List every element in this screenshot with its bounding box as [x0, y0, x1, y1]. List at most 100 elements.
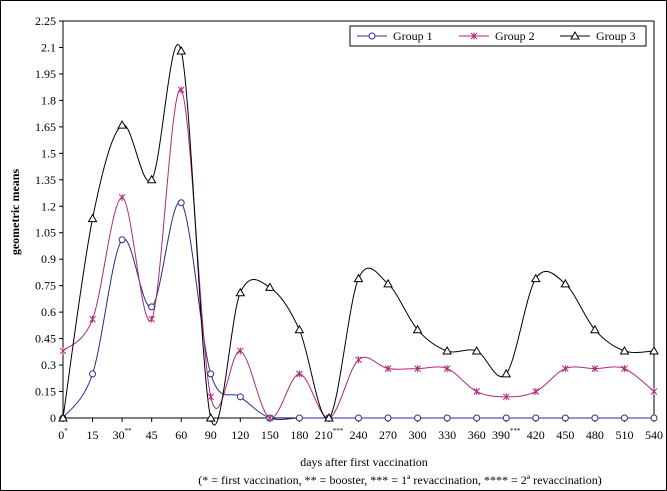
x-tick-label: 330 [438, 428, 456, 442]
y-tick-label: 0.15 [35, 385, 56, 399]
data-point-group-3 [560, 278, 571, 288]
x-axis-note: (* = first vaccination, ** = booster, **… [198, 473, 601, 487]
y-axis-label: geometric means [8, 169, 22, 256]
data-point-group-1 [502, 414, 510, 422]
legend-marker-group-2 [470, 32, 478, 40]
data-point-group-1 [177, 199, 185, 207]
data-point-group-1 [650, 414, 658, 422]
data-point-group-1 [236, 393, 244, 401]
data-point-group-2 [650, 388, 658, 396]
x-tick-label: 360 [468, 428, 486, 442]
data-point-group-3 [235, 287, 246, 297]
data-point-group-1 [620, 414, 628, 422]
data-point-group-3 [471, 345, 482, 355]
x-tick-label: 540 [645, 428, 663, 442]
legend-label-group-2: Group 2 [495, 29, 535, 43]
data-point-group-3 [383, 278, 393, 288]
legend-label-group-1: Group 1 [393, 29, 433, 43]
y-tick-label: 1.35 [35, 173, 56, 187]
data-point-group-3 [324, 412, 334, 422]
data-point-group-3 [117, 120, 127, 129]
data-point-group-2 [591, 365, 599, 373]
y-tick-label: 0.3 [41, 358, 56, 372]
x-tick-label: 450 [556, 428, 574, 442]
data-point-group-3 [442, 345, 453, 355]
data-point-group-3 [146, 174, 157, 184]
y-tick-label: 1.95 [35, 67, 56, 81]
data-point-group-1 [207, 370, 215, 378]
x-tick-label: 510 [615, 428, 633, 442]
data-point-group-1 [148, 303, 156, 311]
x-tick-label: 0* [58, 427, 68, 442]
data-point-group-3 [264, 282, 275, 291]
data-point-group-2 [118, 193, 126, 201]
x-tick-label: 15 [87, 428, 99, 442]
data-point-group-2 [532, 388, 540, 396]
data-point-group-1 [295, 414, 303, 422]
legend-box [349, 25, 647, 47]
data-point-group-1 [355, 414, 362, 422]
data-point-group-1 [591, 414, 599, 422]
x-tick-label: 480 [586, 428, 604, 442]
data-point-group-3 [501, 368, 512, 378]
data-point-group-3 [353, 273, 364, 283]
x-tick-label: 150 [261, 428, 279, 442]
data-point-group-2 [473, 388, 481, 396]
x-tick-label: 45 [146, 428, 158, 442]
data-point-group-1 [473, 414, 481, 422]
data-point-group-3 [590, 324, 600, 334]
data-point-group-2 [443, 365, 451, 373]
y-tick-label: 1.05 [35, 226, 56, 240]
data-point-group-3 [176, 45, 187, 55]
data-point-group-2 [414, 365, 421, 373]
legend: Group 1 Group 2 Group 3 [349, 25, 647, 47]
data-point-group-2 [207, 393, 215, 401]
data-point-group-3 [205, 412, 216, 422]
data-point-group-3 [294, 324, 305, 334]
data-point-group-2 [266, 414, 274, 422]
data-point-group-3 [412, 324, 423, 334]
data-point-group-1 [561, 414, 569, 422]
y-tick-label: 1.65 [35, 120, 56, 134]
data-point-group-2 [384, 365, 392, 373]
x-axis-ticks: 0* 15 30** 45 60 90 120 150 180 210*** 240 270 300 33… [58, 418, 663, 442]
data-point-group-2 [59, 347, 67, 355]
x-tick-label: 270 [379, 428, 397, 442]
x-tick-label: 120 [231, 428, 249, 442]
data-point-group-3 [619, 345, 630, 355]
data-point-group-2 [355, 356, 362, 364]
y-tick-label: 0.6 [41, 305, 56, 319]
data-point-group-2 [502, 393, 510, 401]
data-point-group-3 [530, 273, 541, 283]
data-point-group-2 [148, 315, 156, 323]
legend-marker-group-1 [368, 32, 376, 40]
y-tick-label: 0.9 [41, 252, 56, 266]
data-point-group-1 [532, 414, 540, 422]
data-point-group-1 [384, 414, 392, 422]
data-point-group-1 [89, 370, 97, 378]
data-point-group-2 [561, 365, 569, 373]
x-tick-label: 300 [409, 428, 427, 442]
y-tick-label: 1.8 [41, 93, 56, 107]
data-point-group-2 [89, 315, 96, 323]
y-tick-label: 1.5 [41, 146, 56, 160]
data-point-group-3 [649, 345, 659, 355]
x-tick-label: 90 [205, 428, 217, 442]
data-point-group-1 [118, 236, 126, 244]
y-tick-label: 0.45 [35, 332, 56, 346]
y-tick-label: 1.2 [41, 199, 56, 213]
x-tick-label: 240 [350, 428, 368, 442]
y-tick-label: 2.25 [35, 14, 56, 28]
series-markers [58, 45, 659, 422]
data-point-group-3 [87, 213, 98, 223]
legend-label-group-3: Group 3 [596, 29, 636, 43]
data-point-group-3 [58, 412, 68, 422]
data-point-group-2 [177, 86, 185, 94]
data-point-group-2 [296, 370, 303, 378]
y-tick-label: 0 [50, 411, 56, 425]
data-point-group-2 [621, 365, 628, 373]
y-tick-label: 0.75 [35, 279, 56, 293]
x-tick-label: 180 [290, 428, 308, 442]
x-tick-label: 60 [175, 428, 187, 442]
